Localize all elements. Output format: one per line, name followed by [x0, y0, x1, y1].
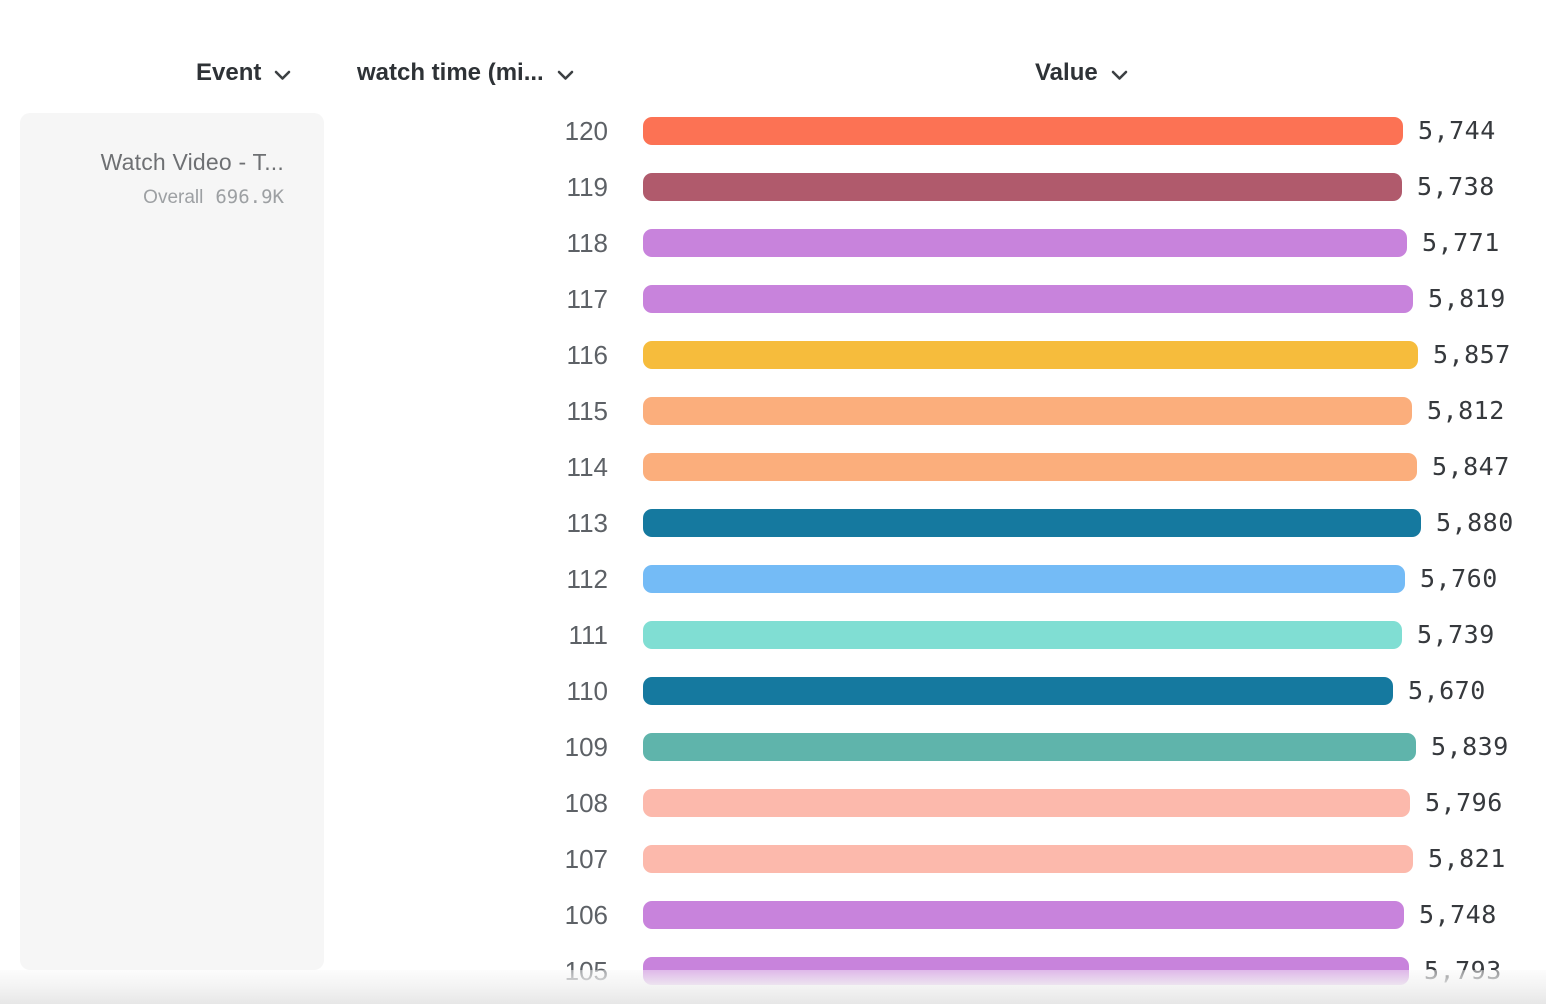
chart-row: 110 5,670 [0, 663, 1546, 719]
column-header-value-label: Value [1035, 58, 1098, 86]
column-header-event[interactable]: Event [196, 57, 291, 88]
value-label: 5,771 [1422, 228, 1500, 257]
column-header-watch-time[interactable]: watch time (mi... [357, 57, 574, 88]
watch-time-tick-label: 105 [564, 956, 608, 986]
column-header-watch-time-label: watch time (mi... [357, 58, 544, 86]
value-label: 5,739 [1417, 620, 1495, 649]
chart-row: 113 5,880 [0, 495, 1546, 551]
value-bar[interactable] [643, 453, 1417, 481]
chart-row: 106 5,748 [0, 887, 1546, 943]
chart-row: 105 5,793 [0, 943, 1546, 999]
value-label: 5,821 [1428, 844, 1506, 873]
value-bar[interactable] [643, 173, 1402, 201]
watch-time-tick-label: 106 [564, 900, 608, 930]
value-label: 5,819 [1428, 284, 1506, 313]
value-label: 5,748 [1419, 900, 1497, 929]
watch-time-tick-label: 120 [564, 116, 608, 146]
watch-time-tick-label: 119 [566, 172, 608, 202]
value-bar[interactable] [643, 845, 1413, 873]
watch-time-tick-label: 118 [566, 228, 608, 258]
chart-row: 117 5,819 [0, 271, 1546, 327]
chevron-down-icon [557, 60, 574, 88]
value-bar[interactable] [643, 677, 1393, 705]
chevron-down-icon [274, 60, 291, 88]
chart-row: 118 5,771 [0, 215, 1546, 271]
value-bar[interactable] [643, 285, 1413, 313]
chart-row: 115 5,812 [0, 383, 1546, 439]
watch-time-tick-label: 110 [566, 676, 608, 706]
chart-row: 108 5,796 [0, 775, 1546, 831]
watch-time-tick-label: 111 [568, 620, 608, 650]
column-header-value[interactable]: Value [1035, 57, 1128, 88]
event-metric-label: Overall [143, 187, 204, 208]
event-metric: Overall 696.9K [38, 186, 284, 209]
watch-time-tick-label: 113 [566, 508, 608, 538]
value-label: 5,760 [1420, 564, 1498, 593]
column-header-event-label: Event [196, 58, 262, 86]
chart-row: 114 5,847 [0, 439, 1546, 495]
watch-time-tick-label: 117 [566, 284, 608, 314]
event-metric-value: 696.9K [215, 186, 284, 208]
event-title: Watch Video - T... [100, 149, 284, 175]
watch-time-tick-label: 112 [566, 564, 608, 594]
chevron-down-icon [1111, 60, 1128, 88]
value-label: 5,744 [1418, 116, 1496, 145]
value-bar[interactable] [643, 117, 1403, 145]
watch-time-tick-label: 109 [564, 732, 608, 762]
value-bar[interactable] [643, 789, 1410, 817]
chart-row: 112 5,760 [0, 551, 1546, 607]
value-label: 5,847 [1432, 452, 1510, 481]
watch-time-tick-label: 107 [564, 844, 608, 874]
value-bar[interactable] [643, 565, 1405, 593]
value-label: 5,812 [1427, 396, 1505, 425]
value-label: 5,738 [1417, 172, 1495, 201]
event-card[interactable]: Watch Video - T... Overall 696.9K [20, 113, 324, 970]
watch-time-tick-label: 116 [566, 340, 608, 370]
value-bar[interactable] [643, 509, 1421, 537]
value-bar[interactable] [643, 733, 1416, 761]
value-label: 5,670 [1408, 676, 1486, 705]
chart-row: 107 5,821 [0, 831, 1546, 887]
watch-time-tick-label: 108 [564, 788, 608, 818]
value-bar[interactable] [643, 901, 1404, 929]
chart-row: 116 5,857 [0, 327, 1546, 383]
chart-row: 119 5,738 [0, 159, 1546, 215]
value-bar[interactable] [643, 229, 1407, 257]
watch-time-tick-label: 115 [566, 396, 608, 426]
value-label: 5,796 [1425, 788, 1503, 817]
value-bar[interactable] [643, 957, 1409, 985]
watch-time-tick-label: 114 [566, 452, 608, 482]
value-label: 5,839 [1431, 732, 1509, 761]
value-label: 5,857 [1433, 340, 1511, 369]
value-label: 5,793 [1424, 956, 1502, 985]
chart-row: 120 5,744 [0, 103, 1546, 159]
value-bar[interactable] [643, 397, 1412, 425]
value-bar[interactable] [643, 341, 1418, 369]
value-bar[interactable] [643, 621, 1402, 649]
value-label: 5,880 [1436, 508, 1514, 537]
chart-row: 111 5,739 [0, 607, 1546, 663]
chart-row: 109 5,839 [0, 719, 1546, 775]
